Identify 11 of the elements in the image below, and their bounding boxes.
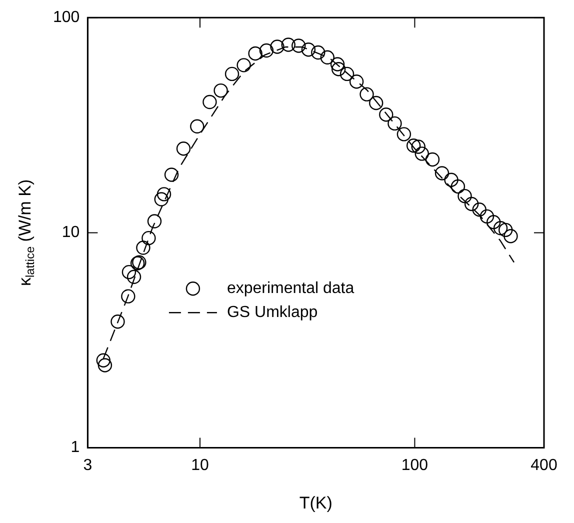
y-axis-title: κlattice (W/m K)	[15, 179, 38, 286]
x-tick-label: 100	[401, 456, 428, 474]
x-tick-label: 3	[83, 456, 92, 474]
legend-label: experimental data	[226, 280, 354, 298]
y-tick-label: 1	[70, 439, 80, 456]
y-tick-label: 10	[62, 224, 80, 242]
x-axis-title: T(K)	[299, 493, 332, 512]
legend-label: GS Umklapp	[226, 304, 318, 322]
y-tick-label: 100	[52, 9, 80, 26]
x-tick-label: 400	[530, 456, 558, 474]
x-tick-label: 10	[191, 456, 209, 474]
